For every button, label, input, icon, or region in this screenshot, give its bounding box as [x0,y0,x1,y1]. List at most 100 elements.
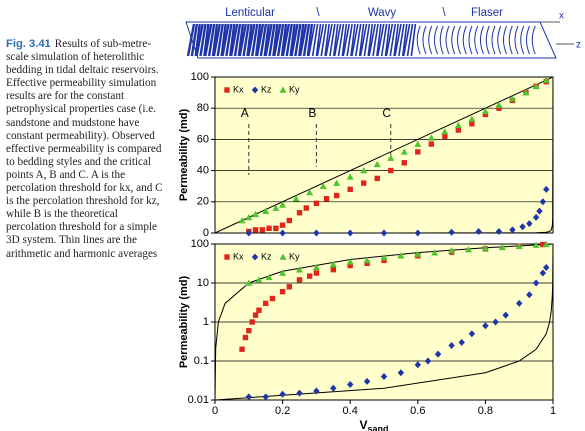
streak [302,23,311,57]
y-tick-label: 80 [197,102,209,114]
streak [212,23,222,57]
average-line [215,77,553,233]
streak [324,23,330,57]
streak [320,23,328,57]
point [346,258,354,265]
point [397,369,405,377]
point [245,229,252,237]
point [475,227,482,235]
streak [480,25,484,55]
point [502,311,509,319]
streak [225,23,233,57]
point [296,277,303,283]
point [224,87,230,93]
point [323,195,330,202]
streak [298,23,308,57]
point [279,288,286,295]
bedding-label: Flaser [471,7,503,19]
point [347,186,353,193]
streak [428,25,433,55]
point [347,380,354,388]
point [347,229,354,237]
point [400,148,408,155]
point [279,201,287,208]
annotation-label: B [308,106,316,120]
streak [372,23,379,57]
point [245,213,253,221]
annotation-label: C [382,106,391,120]
point [363,256,371,264]
y-tick-label: 100 [191,238,209,250]
point [469,121,475,127]
streak [508,25,513,55]
point [251,86,259,94]
streak [393,23,399,57]
point [532,279,540,287]
y-tick-label: 10 [197,277,209,289]
point [313,229,320,237]
point [263,300,269,307]
point [312,263,320,271]
streak [316,23,325,57]
streak [337,23,345,57]
point [262,393,269,401]
streak [503,25,507,55]
streak [394,23,402,57]
point [296,389,303,397]
point [522,89,530,96]
streak [221,23,230,57]
point [296,210,303,216]
streak [290,23,299,57]
point [387,154,395,161]
y-tick-label: 100 [191,71,209,83]
x-tick-label: 1 [550,405,556,417]
streak [468,25,473,55]
point [448,228,455,236]
point [255,276,263,283]
streak [216,23,224,57]
point [495,101,503,108]
streak [294,23,302,57]
point [306,273,313,279]
point [265,273,273,281]
point [434,350,442,358]
streak [354,23,362,57]
point [242,334,249,341]
average-line [215,244,553,400]
streak [367,23,374,57]
streak [389,23,397,57]
chart: 0.01 0.1 1 10 100 0 0.2 0.4 0.6 0.8 1 Permeability … [178,238,556,431]
point [313,200,320,207]
y-axis-label: Permeability (md) [178,109,190,202]
streak [376,23,382,57]
point [519,223,526,231]
y-tick-label: 0.1 [194,355,209,367]
streak [325,23,333,57]
x-axis-label-main: V [359,418,367,431]
point [364,260,370,266]
y-tick-label: 40 [197,165,209,177]
streak [350,23,356,57]
point [496,105,502,111]
streak [242,23,250,57]
point [303,205,309,211]
bedding-label: Lenticular [225,7,275,19]
streak [255,23,265,57]
point [238,217,246,224]
point [360,167,368,174]
streak [497,25,502,55]
streak [195,23,204,57]
point [516,299,523,307]
point [313,387,320,395]
point [306,188,314,196]
point [286,217,293,224]
y-tick-label: 60 [197,133,209,145]
point [252,210,260,218]
x-axis-label-sub: sand [368,424,389,431]
point [458,338,465,346]
streak [307,23,316,57]
streak [474,25,479,55]
point [262,207,270,214]
point [329,260,337,268]
streak [376,23,385,57]
